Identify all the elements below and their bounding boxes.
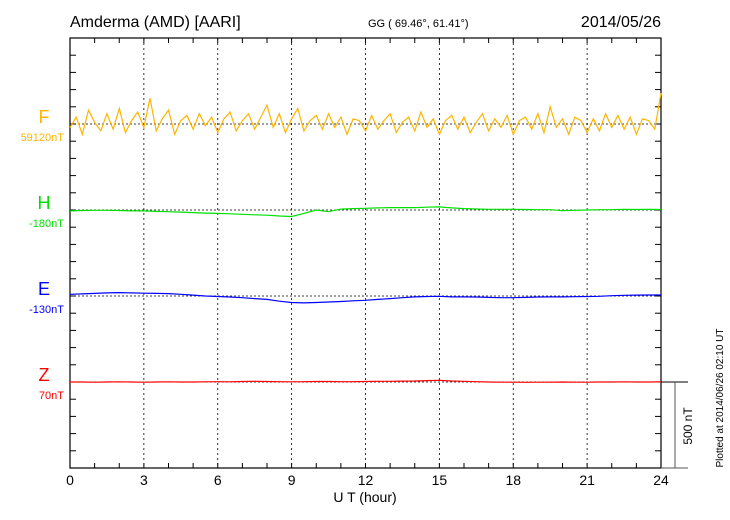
series-name-h: H (38, 193, 51, 213)
chart-date: 2014/05/26 (581, 14, 661, 31)
series-baseline-f: 59120nT (21, 132, 65, 144)
x-tick-label: 6 (214, 472, 222, 488)
series-name-e: E (38, 279, 50, 299)
x-tick-label: 0 (66, 472, 74, 488)
x-tick-label: 3 (140, 472, 148, 488)
station-coords: GG ( 69.46°, 61.41°) (368, 18, 469, 30)
x-axis-label: U T (hour) (333, 489, 396, 505)
series-baseline-h: -180nT (29, 218, 64, 230)
series-baseline-e: -130nT (29, 304, 64, 316)
x-tick-label: 18 (505, 472, 521, 488)
x-tick-label: 12 (358, 472, 374, 488)
series-line-z (70, 379, 662, 383)
series-line-e (69, 291, 661, 304)
scale-bar-label: 500 nT (681, 407, 695, 445)
series-name-z: Z (39, 365, 50, 385)
series-name-f: F (39, 107, 50, 127)
x-tick-label: 9 (288, 472, 296, 488)
series-line-h (69, 206, 662, 218)
x-tick-label: 24 (653, 472, 669, 488)
plot-frame (69, 37, 662, 469)
series-line-f (69, 92, 662, 137)
plotted-at-footer: Plotted at 2014/06/26 02:10 UT (715, 329, 726, 468)
x-tick-label: 21 (579, 472, 595, 488)
series-baseline-z: 70nT (39, 390, 64, 402)
chart-title: Amderma (AMD) [AARI] (70, 14, 241, 31)
x-tick-label: 15 (432, 472, 448, 488)
